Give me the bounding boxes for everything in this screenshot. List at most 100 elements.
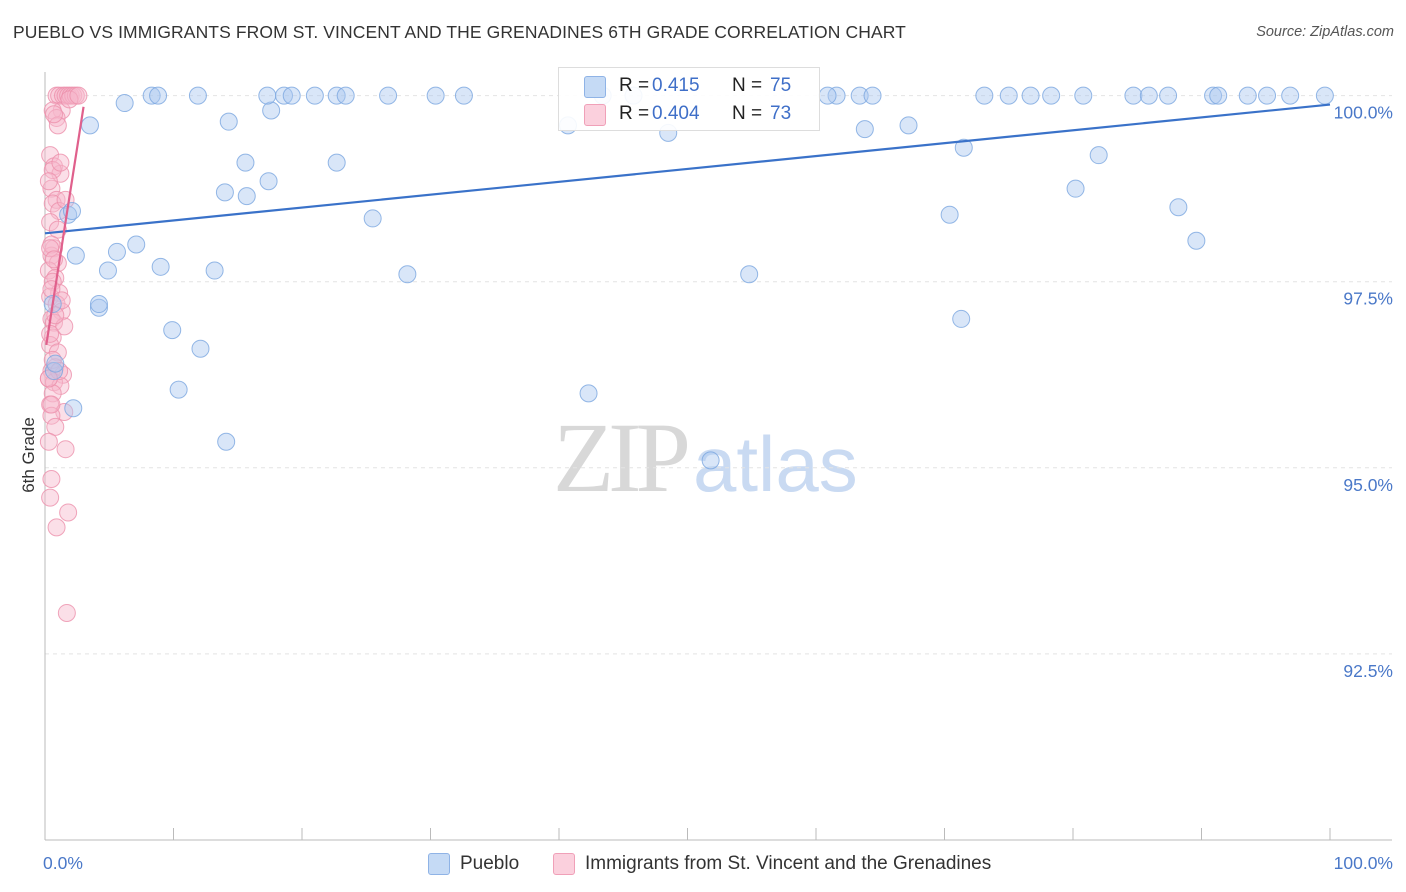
immigrants-point	[47, 518, 66, 537]
pueblo-point	[282, 86, 301, 105]
pueblo-point	[191, 339, 210, 358]
pueblo-point	[740, 265, 759, 284]
pueblo-point	[236, 153, 255, 172]
pueblo-swatch	[584, 76, 606, 98]
pueblo-point	[115, 94, 134, 113]
watermark-zip: ZIP	[553, 402, 691, 513]
pueblo-point	[98, 261, 117, 280]
pueblo-point	[336, 86, 355, 105]
chart-title: PUEBLO VS IMMIGRANTS FROM ST. VINCENT AN…	[13, 22, 906, 42]
pueblo-point	[1238, 86, 1257, 105]
pueblo-point	[89, 295, 108, 314]
series-pueblo-points	[43, 86, 1334, 470]
immigrants-point	[48, 116, 67, 135]
pueblo-point	[952, 309, 971, 328]
y-tick-label: 100.0%	[1334, 103, 1393, 123]
immigrants-point	[44, 105, 63, 124]
pueblo-point	[940, 205, 959, 224]
pueblo-point	[1089, 146, 1108, 165]
n-label: N =	[732, 75, 763, 96]
pueblo-point	[169, 380, 188, 399]
immigrants-point	[57, 603, 76, 622]
series-legend: Pueblo Immigrants from St. Vincent and t…	[0, 851, 1406, 879]
x-tick-label: 100.0%	[1334, 853, 1393, 873]
immigrants-point	[48, 220, 67, 239]
pueblo-point	[975, 86, 994, 105]
immigrants-point	[43, 161, 62, 180]
pueblo-point	[205, 261, 224, 280]
pueblo-point	[305, 86, 324, 105]
pueblo-point	[215, 183, 234, 202]
pueblo-swatch	[428, 853, 450, 875]
watermark-atlas: atlas	[693, 420, 858, 508]
immigrants-swatch	[584, 104, 606, 126]
n-label: N =	[732, 103, 763, 124]
y-tick-label: 97.5%	[1343, 289, 1393, 309]
pueblo-point	[855, 120, 874, 139]
pueblo-point	[1281, 86, 1300, 105]
n-value: 73	[770, 103, 792, 124]
immigrants-point	[41, 324, 60, 343]
pueblo-point	[89, 298, 108, 317]
pueblo-point	[149, 86, 168, 105]
pueblo-point	[1042, 86, 1061, 105]
pueblo-trend-line	[44, 103, 1331, 235]
pueblo-point	[107, 242, 126, 261]
pueblo-point	[454, 86, 473, 105]
pueblo-point	[1315, 86, 1334, 105]
immigrants-swatch	[553, 853, 575, 875]
pueblo-point	[1139, 86, 1158, 105]
pueblo-point	[1187, 231, 1206, 250]
immigrants-point	[60, 90, 79, 109]
pueblo-point	[259, 172, 278, 191]
series-immigrants-points	[39, 86, 88, 622]
pueblo-point	[1124, 86, 1143, 105]
pueblo-point	[1169, 198, 1188, 217]
immigrants-point	[42, 395, 61, 414]
trend-lines	[44, 103, 1331, 346]
pueblo-point	[818, 86, 837, 105]
stats-legend: R = 0.415 N = 75 R = 0.404 N = 73	[558, 67, 820, 131]
pueblo-point	[46, 354, 65, 373]
y-tick-label: 95.0%	[1343, 475, 1393, 495]
pueblo-point	[188, 86, 207, 105]
pueblo-point	[850, 86, 869, 105]
r-value: 0.415	[652, 75, 700, 96]
pueblo-point	[44, 362, 63, 381]
immigrants-point	[41, 239, 60, 258]
pueblo-point	[363, 209, 382, 228]
immigrants-point	[39, 432, 58, 451]
pueblo-point	[426, 86, 445, 105]
immigrants-point	[59, 503, 78, 522]
immigrants-point	[46, 417, 65, 436]
pueblo-point	[219, 112, 238, 131]
pueblo-point	[80, 116, 99, 135]
pueblo-point	[142, 86, 161, 105]
r-value: 0.404	[652, 103, 700, 124]
tick-labels: 92.5% 95.0% 97.5% 100.0% 0.0% 100.0%	[43, 103, 1393, 873]
pueblo-point	[954, 138, 973, 157]
immigrants-point	[41, 213, 60, 232]
pueblo-point	[66, 246, 85, 265]
immigrants-point	[41, 146, 60, 165]
pueblo-point	[327, 153, 346, 172]
pueblo-point	[1074, 86, 1093, 105]
immigrants-point	[56, 440, 75, 459]
pueblo-point	[1021, 86, 1040, 105]
pueblo-point	[701, 451, 720, 470]
immigrants-point	[39, 172, 58, 191]
watermark: ZIP atlas	[553, 400, 858, 515]
r-label: R =	[619, 103, 650, 124]
n-value: 75	[770, 75, 792, 96]
pueblo-point	[1159, 86, 1178, 105]
stats-row-pueblo: R = 0.415 N = 75	[559, 72, 819, 100]
immigrants-point	[41, 488, 60, 507]
pueblo-point	[398, 265, 417, 284]
r-label: R =	[619, 75, 650, 96]
pueblo-point	[899, 116, 918, 135]
immigrants-point	[42, 469, 61, 488]
pueblo-point	[217, 432, 236, 451]
grid-lines	[45, 95, 1392, 655]
immigrants-point	[51, 153, 70, 172]
